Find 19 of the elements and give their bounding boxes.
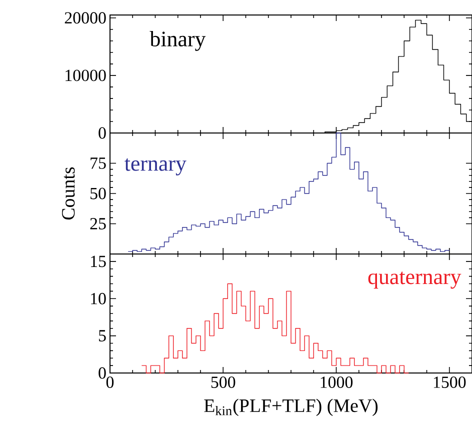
x-tick-label: 0	[106, 376, 114, 388]
x-axis-title: E$_{kin}$(PLF+TLF) (MeV)	[204, 398, 378, 416]
y-axis-title: Counts	[62, 167, 75, 220]
x-tick-label: 1000	[320, 376, 353, 388]
y-tick-label: 0	[98, 127, 106, 139]
y-tick-label: 50	[90, 188, 106, 200]
text: quaternary	[368, 272, 462, 289]
y-tick-label: 75	[90, 158, 106, 169]
y-tick-label: 15	[91, 256, 106, 268]
y-tick-label: 10	[91, 292, 106, 304]
legend-label: binary	[150, 30, 206, 51]
y-tick-label: 10000	[66, 70, 106, 82]
text: ternary	[124, 158, 186, 176]
y-tick-label: 20000	[64, 12, 106, 24]
x-tick-label: 500	[211, 376, 236, 388]
y-tick-label: 25	[90, 218, 106, 230]
y-tick-label: 5	[98, 330, 106, 342]
x-tick-label: 1500	[434, 376, 466, 388]
y-tick-label: 0	[98, 367, 106, 379]
